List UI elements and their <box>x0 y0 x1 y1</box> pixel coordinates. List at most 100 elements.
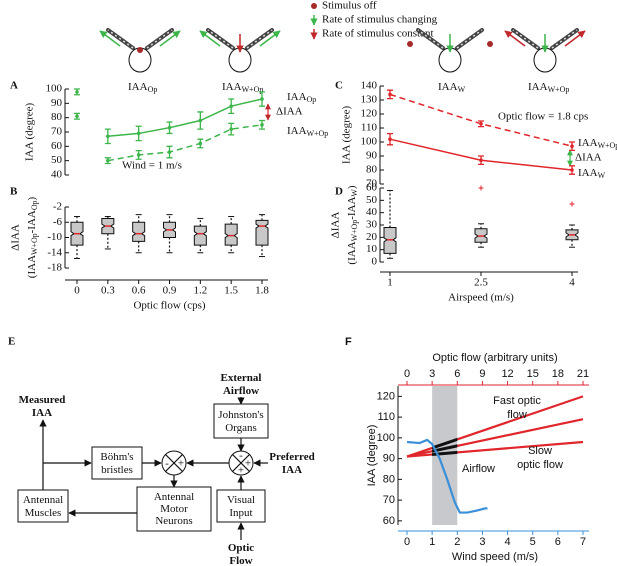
y-axis-label-part: W+Op <box>350 220 359 242</box>
junction-sign: - <box>239 450 243 462</box>
point <box>198 141 203 146</box>
node-label: External Airflow <box>221 372 262 397</box>
x-tick-label: 0.9 <box>163 285 177 297</box>
y-tick-label: 50 <box>366 194 378 206</box>
outlier <box>569 201 575 207</box>
x-tick-label: 4 <box>505 536 511 548</box>
panel-letter: F <box>345 336 352 348</box>
node-box <box>216 489 266 523</box>
y-tick-label: 40 <box>366 206 378 218</box>
series-label-part: Airflow <box>462 463 495 475</box>
series-label: IAAW+Op <box>287 125 328 138</box>
point <box>136 131 141 136</box>
y-tick-label: 0 <box>372 256 378 268</box>
x-tick-label: 6 <box>454 368 460 380</box>
series-label-part: W+Op <box>307 129 329 138</box>
y-tick-label: 60 <box>51 140 63 152</box>
y-tick-label: 40 <box>51 169 63 181</box>
icon-label: IAAOp <box>128 81 157 94</box>
x-tick-label: 0.6 <box>132 285 146 297</box>
series-label-part: IAA <box>578 167 598 179</box>
legend-label: Stimulus off <box>322 0 377 12</box>
point <box>136 153 141 157</box>
annotation-line: optic flow <box>517 459 563 471</box>
node-box <box>91 446 143 480</box>
box <box>193 225 207 246</box>
point <box>260 97 264 101</box>
x-tick-label: 0.3 <box>101 285 115 297</box>
x-tick-label: 18 <box>552 368 564 380</box>
series-line <box>389 138 573 171</box>
x-tick-label: 4 <box>569 277 575 289</box>
point <box>570 144 574 148</box>
series-label: Airflow <box>462 463 495 475</box>
y-tick-label: 90 <box>383 453 395 465</box>
y-tick-label: 110 <box>361 122 378 134</box>
y-tick-label: 60 <box>383 515 395 527</box>
x2-axis-label: Optic flow (arbitrary units) <box>432 352 557 364</box>
x-tick-label: 0 <box>404 536 410 548</box>
x-tick-label: 21 <box>577 368 589 380</box>
legend-label: Rate of stimulus constant <box>322 28 434 40</box>
point <box>198 118 203 123</box>
point <box>75 114 79 119</box>
legend-dot <box>311 3 317 9</box>
y-tick-label: 100 <box>46 83 63 95</box>
point <box>75 90 79 94</box>
x-tick-label: 1.2 <box>193 285 207 297</box>
point <box>106 134 110 139</box>
y-axis-label: ΔIAA <box>10 224 22 251</box>
point <box>167 125 172 130</box>
y-tick-label: 120 <box>377 390 395 402</box>
x-tick-label: 15 <box>527 368 539 380</box>
y-axis-label: IAA (degree) <box>366 425 378 487</box>
y-tick-label: -6 <box>53 216 63 228</box>
y-tick-label: 70 <box>383 494 395 506</box>
junction-sign: - <box>165 458 169 470</box>
node-label: Optic Flow <box>228 542 254 566</box>
y-tick-label: 10 <box>366 243 378 255</box>
y-axis-label-part: -IAA <box>26 210 38 233</box>
y-tick-label: 90 <box>51 97 63 109</box>
y-axis-label-part: (IAA <box>26 255 38 278</box>
x-tick-label: 3 <box>479 536 485 548</box>
x-tick-label: 2 <box>454 536 460 548</box>
x-tick-label: 1.8 <box>255 285 269 297</box>
node-label: Antennal Motor Neurons <box>154 491 194 527</box>
x-tick-label: 9 <box>479 368 485 380</box>
annotation-line: flow <box>507 409 527 421</box>
y-tick-label: 70 <box>366 178 378 190</box>
x-tick-label: 1 <box>387 277 393 289</box>
series-label-part: Op <box>307 95 317 104</box>
annotation-line: Fast optic <box>493 395 541 407</box>
y-axis-label-part: ) <box>346 185 358 189</box>
x-tick-label: 7 <box>580 536 586 548</box>
icon: IAAW+Op <box>199 28 281 94</box>
x-axis-label: Optic flow (cps) <box>133 300 205 312</box>
icon: IAAW <box>407 28 493 94</box>
y-tick-label: 80 <box>366 164 378 176</box>
box <box>255 219 269 246</box>
point <box>388 137 392 141</box>
y-axis-label: (IAAW+Op-IAAW) <box>346 185 359 265</box>
y-tick-label: -18 <box>47 262 62 274</box>
junction-sign: + <box>238 465 244 477</box>
y-tick-label: 70 <box>51 126 63 138</box>
y-tick-label: 90 <box>366 150 378 162</box>
annotation: Wind = 1 m/s <box>122 160 182 172</box>
y-axis-label-part: W <box>350 189 359 197</box>
point <box>388 92 392 97</box>
panel-letter: D <box>335 186 343 198</box>
x-tick-label: 2.5 <box>474 277 488 289</box>
panel: B -2 -6 -10 -14 -18 ΔIAA (IAAW+Op-IAAOp) 0 0.3 0.6… <box>10 186 270 312</box>
node-label: Böhm's bristles <box>100 451 133 476</box>
series-label: IAAW+Op <box>578 137 617 150</box>
x-axis-label: Wind speed (m/s) <box>452 551 538 563</box>
y-tick-label: 60 <box>366 182 378 194</box>
series-line <box>107 124 263 162</box>
panel-letter: B <box>10 186 18 198</box>
highlight <box>432 437 458 450</box>
annotation: Fast optic flow <box>493 395 541 421</box>
